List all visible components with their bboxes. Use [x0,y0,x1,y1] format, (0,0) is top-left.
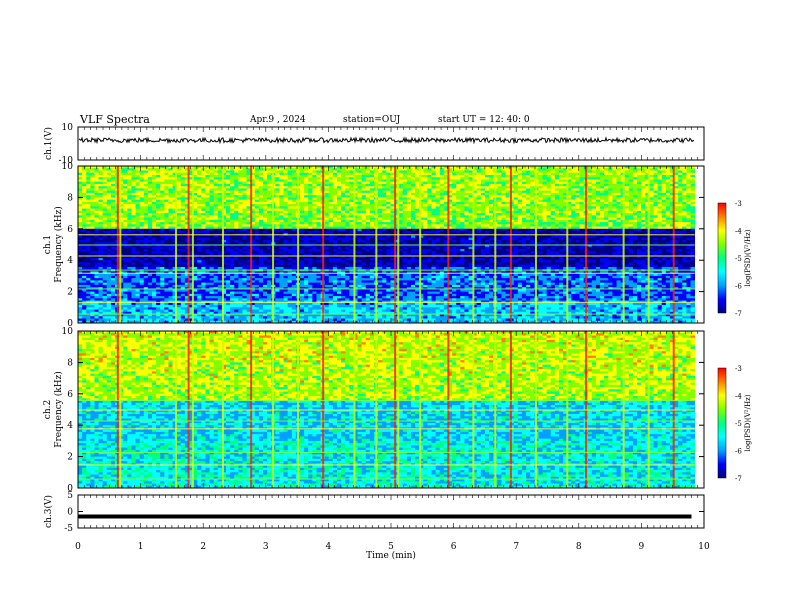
colorbar-tick-label: -6 [735,283,742,291]
y-tick-label: 0 [67,508,73,518]
y-tick-label: 6 [67,225,73,235]
x-axis-label: Time (min) [366,550,416,561]
y-tick-label: 10 [62,162,74,172]
y-axis-label: ch.3(V) [43,495,54,528]
colorbar-label: log(PSD)(V²/Hz) [744,394,752,451]
colorbar-tick-label: -5 [735,255,742,263]
y-tick-label: 8 [67,193,73,203]
date-label: Apr.9 , 2024 [250,115,306,125]
y-tick-label: 5 [67,491,73,501]
y-tick-label: 0 [67,484,73,494]
y-tick-label: 2 [67,453,73,463]
y-axis-label: Frequency (kHz) [53,206,64,283]
figure-title: VLF Spectra [80,113,150,126]
ch1-waveform [78,136,695,145]
station-label: station=OUJ [343,115,400,125]
x-tick-label: 9 [639,542,645,552]
colorbar-tick-label: -5 [735,420,742,428]
x-tick-label: 2 [200,542,206,552]
colorbar-tick-label: -7 [735,475,742,483]
y-tick-label: -5 [64,524,73,534]
spectrogram-ch2 [78,331,696,489]
y-axis-label: ch.1 [43,235,53,254]
y-tick-label: 10 [62,123,74,133]
y-tick-label: 6 [67,390,73,400]
y-tick-label: 10 [62,327,74,337]
colorbar-tick-label: -4 [735,393,742,401]
colorbar-label: log(PSD)(V²/Hz) [744,229,752,286]
colorbar-tick-label: -4 [735,228,742,236]
colorbar-ch1 [717,202,727,314]
colorbar-tick-label: -6 [735,448,742,456]
colorbar-tick-label: -7 [735,310,742,318]
x-tick-label: 10 [698,542,710,552]
y-axis-label: ch.1(V) [43,127,54,160]
spectrogram-ch1 [78,166,696,324]
x-tick-label: 0 [75,542,81,552]
y-axis-label: Frequency (kHz) [53,371,64,448]
x-tick-label: 5 [388,542,394,552]
x-tick-label: 6 [451,542,457,552]
colorbar-tick-label: -3 [735,200,742,208]
y-tick-label: 0 [67,319,73,329]
y-tick-label: 2 [67,288,73,298]
x-tick-label: 4 [326,542,332,552]
y-tick-label: 4 [67,256,73,266]
y-axis-label: ch.2 [43,400,53,419]
x-tick-label: 8 [576,542,582,552]
x-tick-label: 7 [513,542,519,552]
y-tick-label: 4 [67,421,73,431]
x-tick-label: 3 [263,542,269,552]
colorbar-ch2 [717,367,727,479]
colorbar-tick-label: -3 [735,365,742,373]
y-tick-label: 8 [67,358,73,368]
y-tick-label: -10 [59,156,74,166]
start-time-label: start UT = 12: 40: 0 [438,115,530,125]
x-tick-label: 1 [138,542,144,552]
